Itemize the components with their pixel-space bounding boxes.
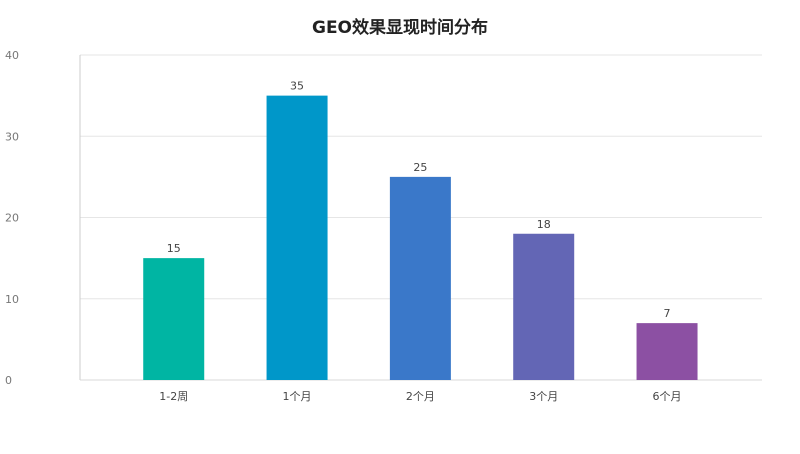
y-tick-label: 20	[5, 212, 19, 225]
bar	[636, 323, 698, 380]
y-tick-label: 40	[5, 49, 19, 62]
x-tick-label: 1-2周	[159, 390, 188, 403]
bar	[143, 258, 205, 380]
x-tick-label: 1个月	[283, 390, 312, 403]
x-tick-label: 3个月	[529, 390, 558, 403]
y-tick-label: 10	[5, 293, 19, 306]
x-tick-label: 2个月	[406, 390, 435, 403]
y-tick-label: 30	[5, 130, 19, 143]
data-label: 15	[167, 242, 181, 255]
bar	[266, 95, 328, 380]
data-label: 35	[290, 80, 304, 93]
bar	[513, 233, 575, 380]
chart-title: GEO效果显现时间分布	[312, 17, 488, 38]
y-tick-label: 0	[5, 374, 12, 387]
data-label: 7	[664, 307, 671, 320]
bars	[143, 95, 698, 380]
data-label: 25	[413, 161, 427, 174]
labels: 0 10 20 30 40 15 1-2周 35 1个月 25 2个月 18 3个月 7 6个月	[5, 49, 682, 403]
x-tick-label: 6个月	[653, 390, 682, 403]
data-label: 18	[537, 218, 551, 231]
bar	[389, 176, 451, 380]
